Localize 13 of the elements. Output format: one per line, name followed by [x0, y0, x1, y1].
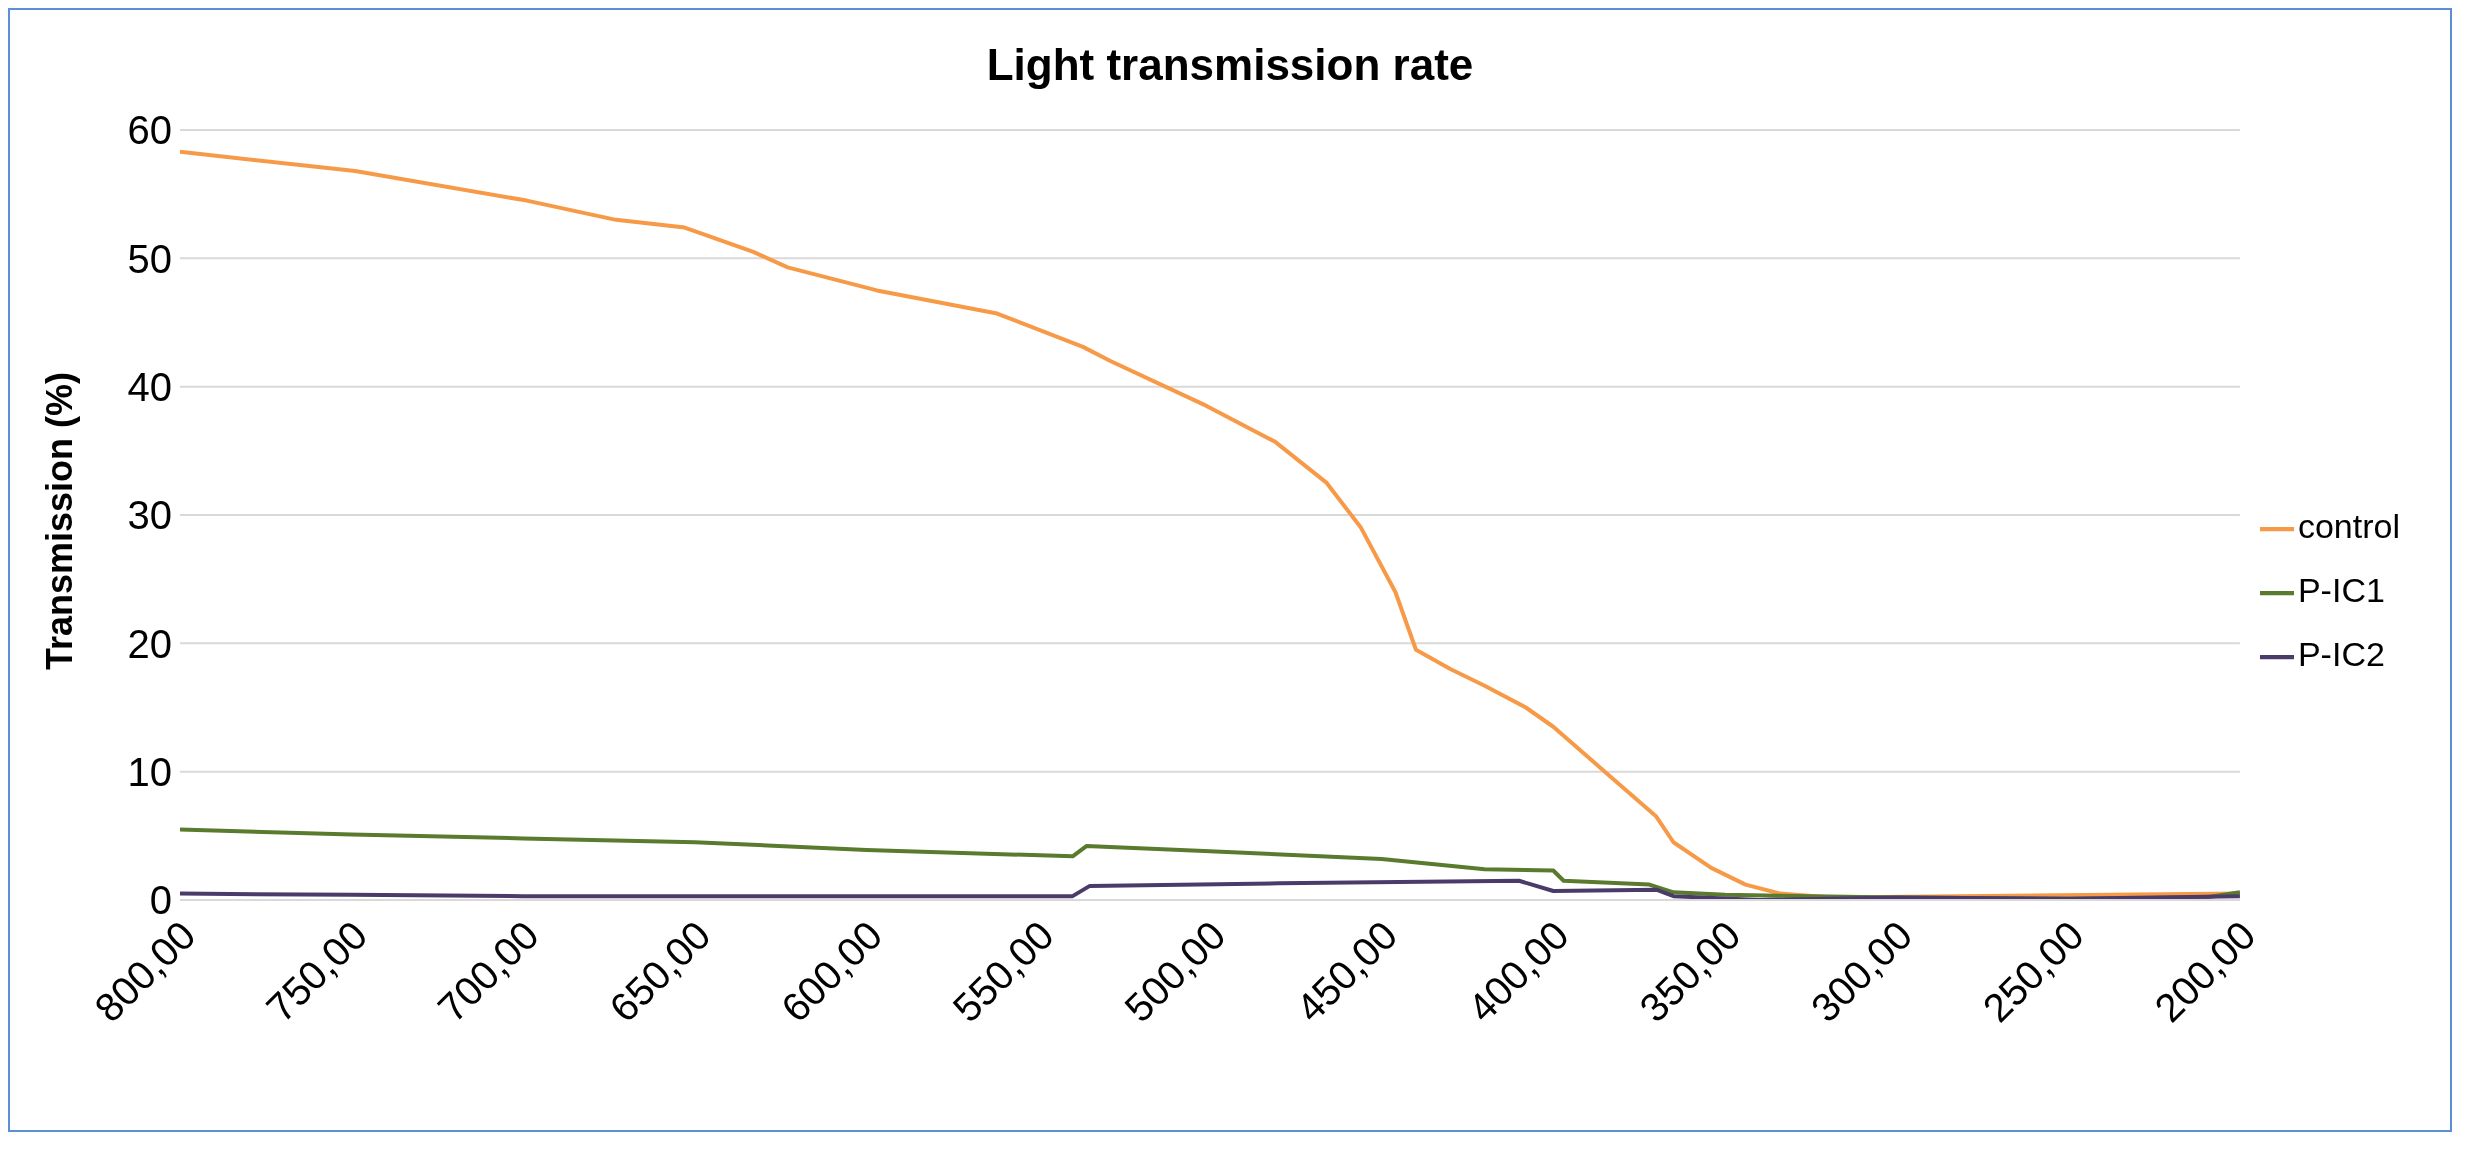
legend-label: P-IC2 — [2297, 635, 2385, 673]
y-tick-label: 20 — [127, 621, 172, 666]
y-tick-label: 40 — [127, 364, 172, 409]
y-tick-label: 60 — [127, 108, 172, 153]
chart-title: Light transmission rate — [985, 40, 1475, 90]
y-tick-label: 50 — [127, 236, 172, 281]
line-series — [180, 878, 2240, 900]
y-tick-label: 30 — [127, 493, 172, 538]
y-tick-label: 10 — [127, 749, 172, 794]
legend-label: P-IC1 — [2297, 571, 2385, 609]
legend-label: control — [2297, 507, 2400, 545]
y-tick-label: 0 — [149, 878, 172, 923]
y-axis-title: Transmission (%) — [39, 371, 81, 671]
